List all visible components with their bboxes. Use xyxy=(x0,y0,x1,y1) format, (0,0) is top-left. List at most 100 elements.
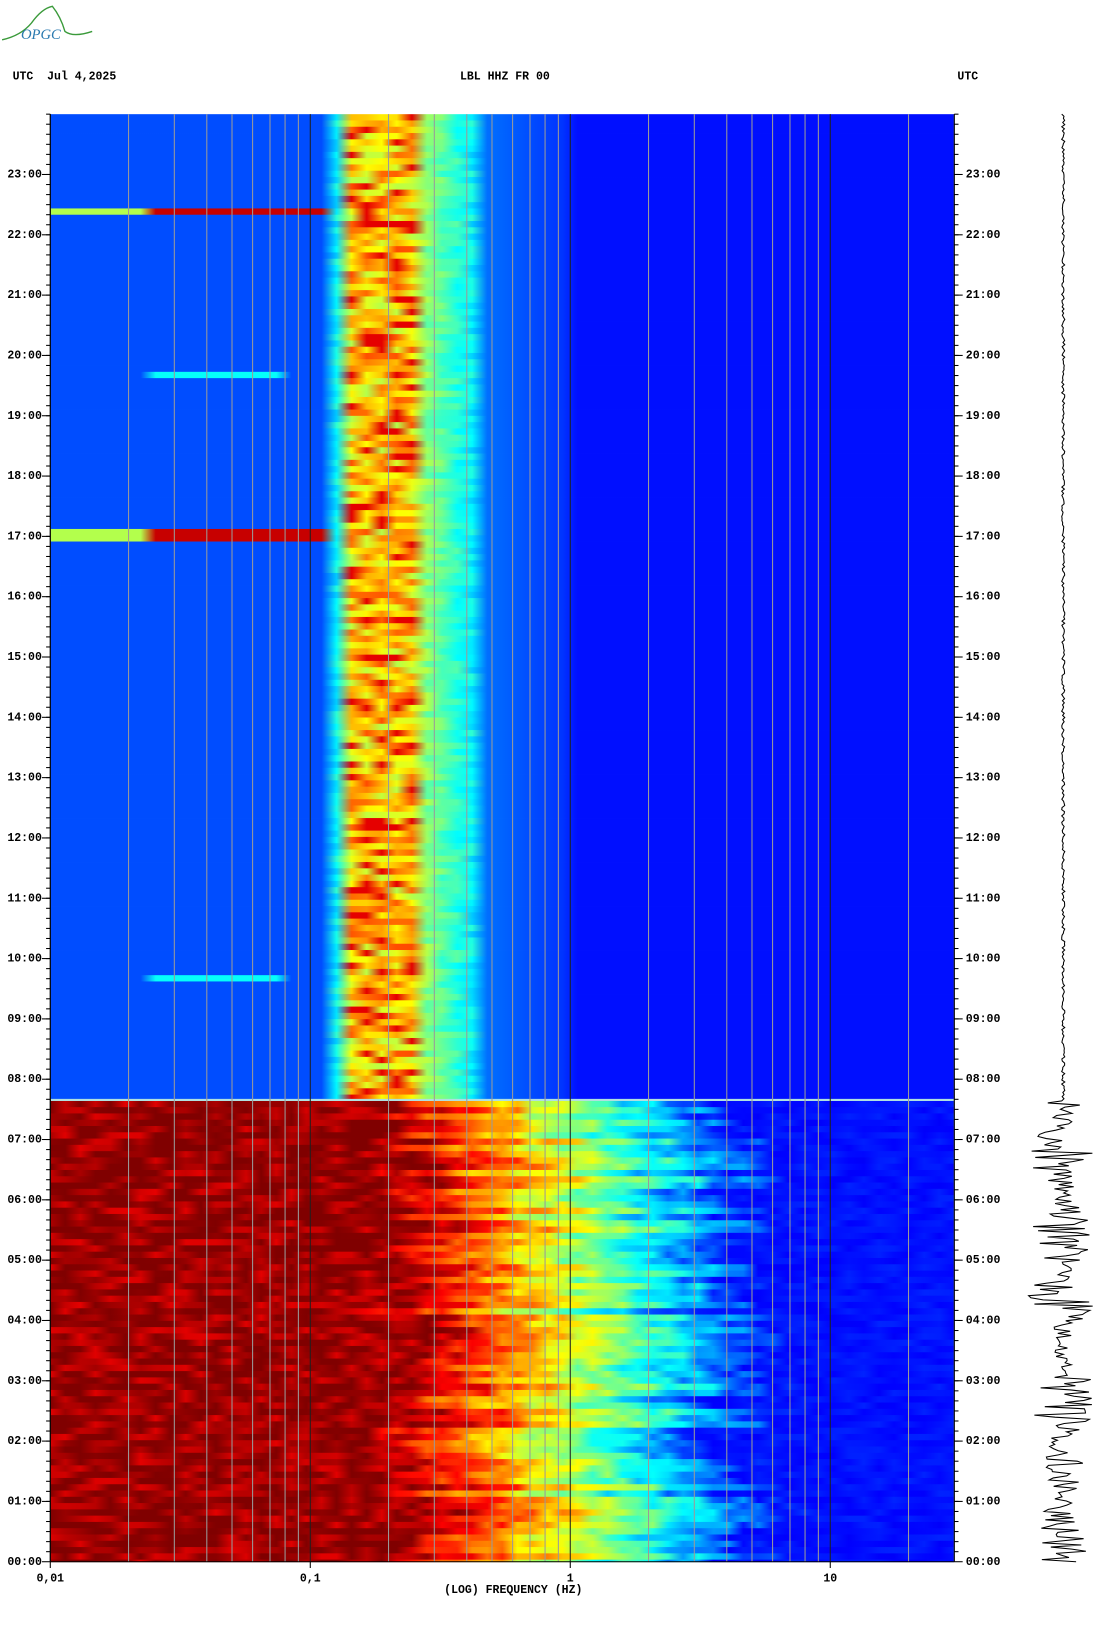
heatmap-row xyxy=(50,968,955,976)
heatmap-row xyxy=(50,1528,955,1535)
heatmap-row xyxy=(50,805,955,813)
y-tick-label: 09:00 xyxy=(7,1013,42,1026)
y-tick-label-right: 06:00 xyxy=(966,1194,1001,1207)
heatmap-row xyxy=(50,717,955,725)
heatmap-row xyxy=(50,868,955,876)
heatmap-row xyxy=(50,396,955,404)
date-label: UTC Jul 4,2025 xyxy=(13,71,117,84)
heatmap-row xyxy=(50,346,955,354)
heatmap-row xyxy=(50,1201,955,1209)
heatmap-row xyxy=(50,635,955,643)
heatmap-row xyxy=(50,1044,955,1051)
heatmap-row xyxy=(50,987,955,995)
heatmap-row xyxy=(50,352,955,360)
x-tick-label: 0,1 xyxy=(300,1573,321,1586)
heatmap-row xyxy=(50,283,955,291)
y-tick-label: 10:00 xyxy=(7,953,42,966)
heatmap-row xyxy=(50,1484,955,1491)
y-tick-label-right: 21:00 xyxy=(966,289,1001,302)
heatmap-row xyxy=(50,748,955,756)
y-tick-label-right: 03:00 xyxy=(966,1375,1001,1388)
heatmap-row xyxy=(50,1182,955,1190)
heatmap-row xyxy=(50,1471,955,1479)
axes: 0,01 0,1 1 10 00:00 00:00 01:00 01:00 02:00 02:00… xyxy=(7,113,1001,1586)
heatmap-row xyxy=(50,1553,955,1561)
heatmap-row xyxy=(50,1132,955,1139)
heatmap-row xyxy=(50,1157,955,1165)
y-tick-label-right: 20:00 xyxy=(966,349,1001,362)
heatmap-row xyxy=(50,133,955,140)
heatmap-row xyxy=(50,1289,955,1297)
heatmap-row xyxy=(50,271,955,278)
heatmap-row xyxy=(50,327,955,335)
heatmap-row xyxy=(50,736,955,744)
heatmap-row xyxy=(50,730,955,737)
heatmap-row xyxy=(50,1069,955,1077)
heatmap-row xyxy=(50,616,955,624)
y-tick-label: 01:00 xyxy=(7,1495,42,1508)
heatmap-row xyxy=(50,654,955,662)
heatmap-row xyxy=(50,610,955,618)
y-tick-label-right: 01:00 xyxy=(966,1495,1001,1508)
heatmap-row xyxy=(50,466,955,473)
y-tick-label: 04:00 xyxy=(7,1315,42,1328)
y-tick-label-right: 08:00 xyxy=(966,1073,1001,1086)
y-tick-label-right: 00:00 xyxy=(966,1556,1001,1569)
heatmap-row xyxy=(50,1082,955,1089)
heatmap-row xyxy=(50,1019,955,1026)
heatmap-row xyxy=(50,1534,955,1542)
heatmap-row xyxy=(50,1138,955,1146)
heatmap-row xyxy=(50,453,955,461)
heatmap-row xyxy=(50,1232,955,1240)
y-tick-label-right: 18:00 xyxy=(966,470,1001,483)
heatmap-row xyxy=(50,296,955,304)
heatmap-row xyxy=(50,1314,955,1322)
heatmap-row xyxy=(50,836,955,844)
y-tick-label-right: 13:00 xyxy=(966,772,1001,785)
heatmap-row xyxy=(50,308,955,316)
heatmap-row xyxy=(50,233,955,241)
heatmap-row xyxy=(50,158,955,165)
timezone-label: UTC xyxy=(957,71,978,84)
heatmap-row xyxy=(50,1075,955,1083)
heatmap-row xyxy=(50,177,955,184)
heatmap-row xyxy=(50,1213,955,1221)
heatmap-row xyxy=(50,906,955,913)
heatmap-row xyxy=(50,780,955,788)
heatmap-row xyxy=(50,1308,955,1315)
heatmap-row xyxy=(50,359,955,366)
heatmap-row xyxy=(50,704,955,712)
heatmap-row xyxy=(50,1107,955,1114)
heatmap-row xyxy=(50,1465,955,1473)
heatmap-row xyxy=(50,962,955,970)
heatmap-row xyxy=(50,1000,955,1008)
waveform-trace xyxy=(1027,113,1093,1563)
y-tick-label: 18:00 xyxy=(7,470,42,483)
heatmap-row xyxy=(50,1270,955,1278)
heatmap-row xyxy=(50,503,955,511)
heatmap-row xyxy=(50,1088,955,1095)
heatmap-row xyxy=(50,1169,955,1177)
heatmap-row xyxy=(50,1144,955,1152)
heatmap-row xyxy=(50,579,955,586)
heatmap-row xyxy=(50,1301,955,1309)
heatmap-row xyxy=(50,1151,955,1158)
x-tick-label: 0,01 xyxy=(36,1573,64,1586)
heatmap-row xyxy=(50,918,955,926)
heatmap-row xyxy=(50,1459,955,1466)
heatmap-row xyxy=(50,1038,955,1045)
heatmap-row xyxy=(50,1427,955,1435)
heatmap-row xyxy=(50,1339,955,1347)
heatmap-row xyxy=(50,1195,955,1202)
heatmap-row xyxy=(50,1025,955,1033)
heatmap-row xyxy=(50,208,955,216)
heatmap-row xyxy=(50,1421,955,1429)
y-tick-label-right: 09:00 xyxy=(966,1013,1001,1026)
heatmap-row xyxy=(50,1503,955,1510)
heatmap-row xyxy=(50,1176,955,1183)
heatmap-row xyxy=(50,855,955,863)
heatmap-row xyxy=(50,409,955,417)
heatmap-row xyxy=(50,642,955,649)
heatmap-row xyxy=(50,566,955,574)
heatmap-row xyxy=(50,126,955,134)
